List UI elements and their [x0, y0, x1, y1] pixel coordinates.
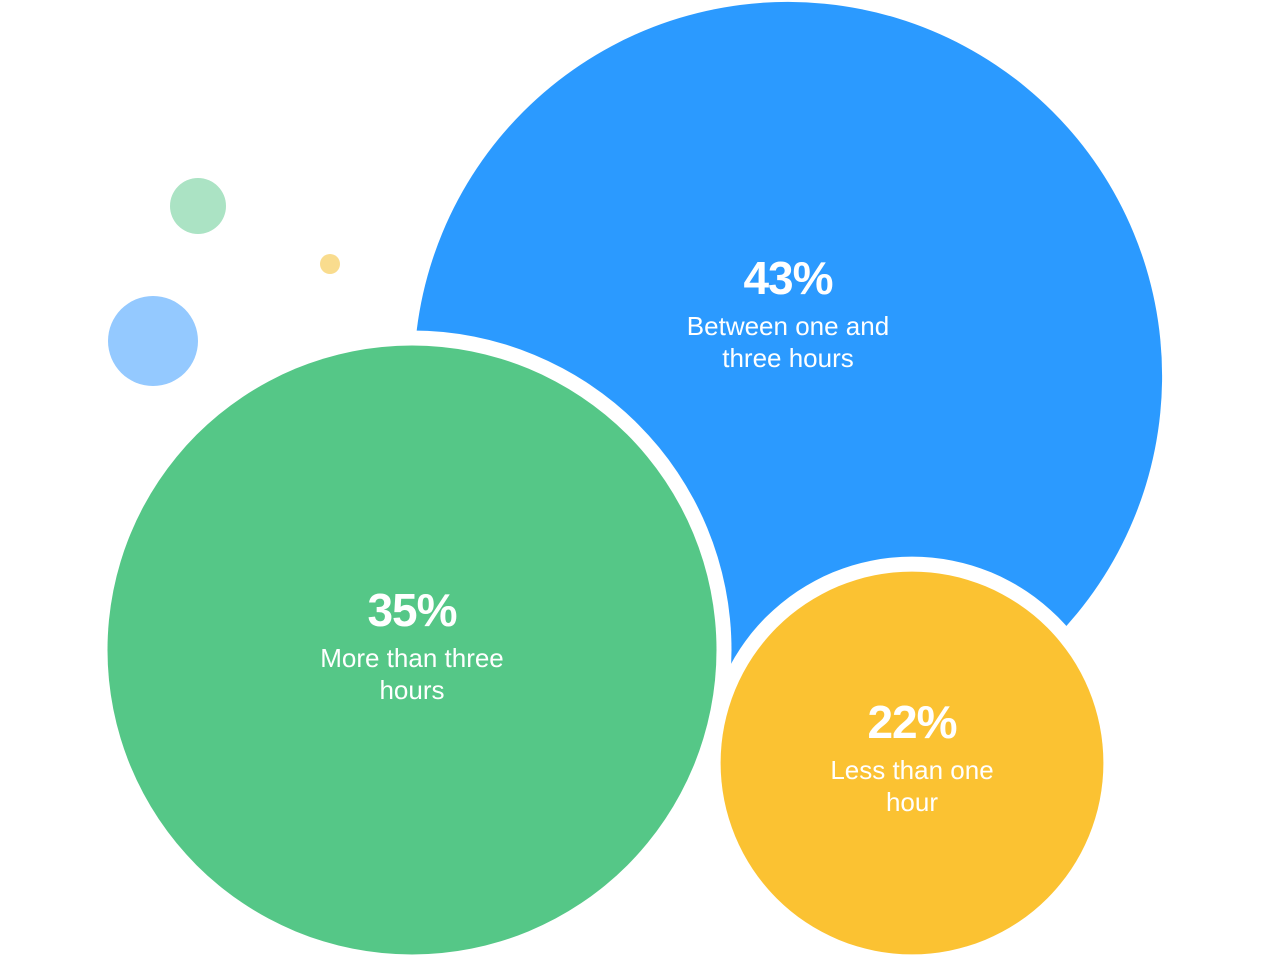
decor-dot: [320, 254, 340, 274]
bubble-label-box: 43% Between one and three hours: [638, 250, 938, 374]
bubble-label: 35% More than three hours: [262, 582, 562, 706]
value-label: 22%: [867, 696, 957, 748]
value-label: 35%: [367, 584, 457, 636]
category-label: More than three hours: [320, 643, 504, 705]
decor-dot: [108, 296, 198, 386]
bubble: [720, 571, 1104, 955]
category-label: Less than one hour: [830, 755, 994, 817]
bubble-label-box: 22% Less than one hour: [762, 694, 1062, 818]
bubble-label-box: 35% More than three hours: [262, 582, 562, 706]
decor-dot: [170, 178, 226, 234]
bubble: [107, 345, 717, 955]
category-label: Between one and three hours: [686, 311, 890, 373]
bubble-label: 22% Less than one hour: [762, 694, 1062, 818]
value-label: 43%: [743, 252, 833, 304]
bubble-label: 43% Between one and three hours: [638, 250, 938, 374]
